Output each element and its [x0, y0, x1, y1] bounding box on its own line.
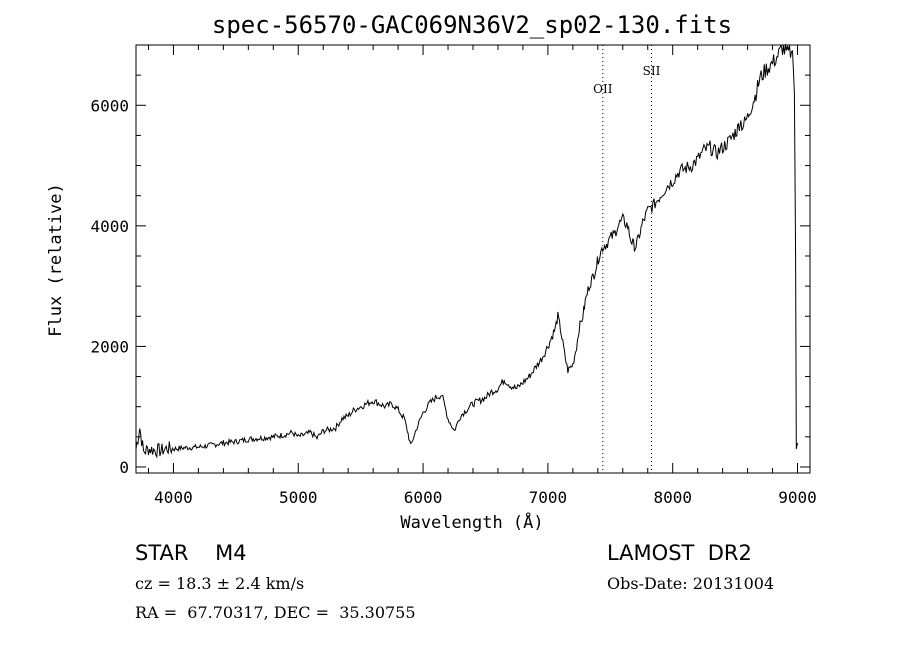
emission-line-markers: OII SII [593, 45, 661, 473]
object-class-label: STAR M4 [135, 541, 247, 565]
x-tick-label: 5000 [279, 488, 318, 507]
y-axis-label: Flux (relative) [46, 183, 66, 337]
y-tick-label: 0 [119, 458, 129, 477]
plot-frame [135, 44, 811, 474]
y-tick-label: 6000 [90, 96, 129, 115]
spectrum-line [135, 44, 798, 459]
coords-label: RA = 67.70317, DEC = 35.30755 [135, 603, 416, 622]
y-tick-label: 2000 [90, 337, 129, 356]
x-tick-label: 7000 [529, 488, 568, 507]
x-tick-label: 4000 [154, 488, 193, 507]
axis-ticks: 4000 5000 6000 7000 8000 9000 0 2000 4000 6000 [90, 44, 817, 507]
x-tick-label: 8000 [653, 488, 692, 507]
y-tick-label: 4000 [90, 217, 129, 236]
x-tick-label: 6000 [404, 488, 443, 507]
x-axis-label: Wavelength (Å) [400, 511, 543, 533]
x-tick-label: 9000 [778, 488, 817, 507]
redshift-label: cz = 18.3 ± 2.4 km/s [135, 574, 305, 593]
line-marker-label: OII [593, 82, 613, 96]
survey-label: LAMOST DR2 [607, 541, 752, 565]
chart-title: spec-56570-GAC069N36V2_sp02-130.fits [212, 11, 732, 39]
line-marker-label: SII [643, 64, 661, 78]
obs-date-label: Obs-Date: 20131004 [607, 574, 775, 593]
